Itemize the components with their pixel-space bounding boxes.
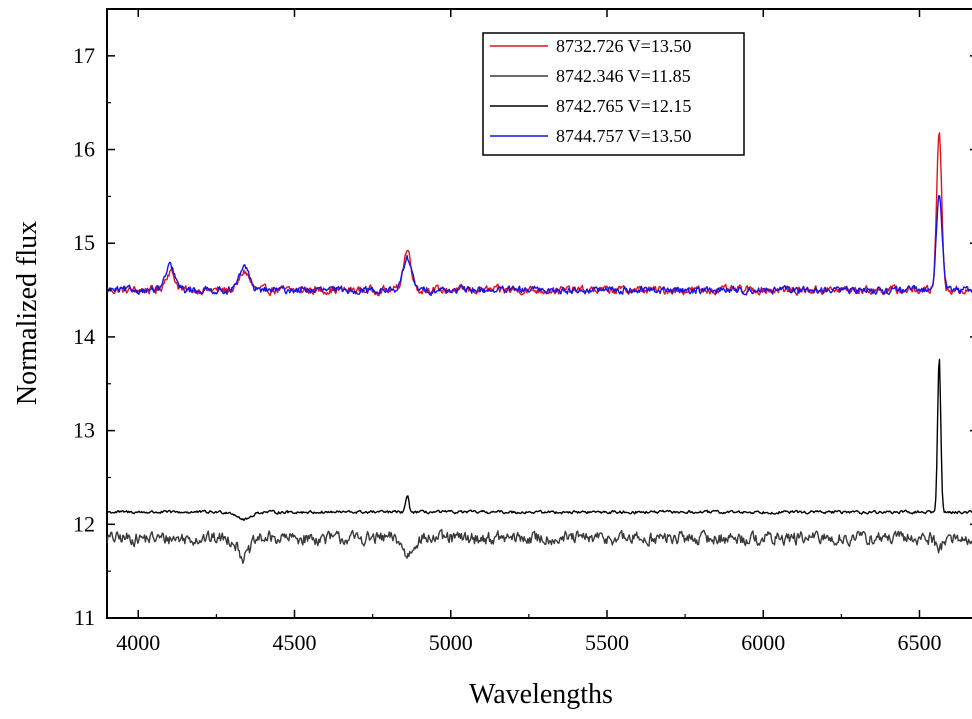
y-tick-label: 16: [73, 137, 95, 162]
series-line: [107, 132, 972, 297]
legend: 8732.726 V=13.50 8742.346 V=11.85 8742.765…: [482, 32, 745, 156]
y-axis-title: Normalized flux: [12, 221, 43, 405]
series-line: [107, 194, 972, 296]
legend-label: 8744.757 V=13.50: [556, 126, 691, 146]
y-tick-label: 14: [73, 324, 95, 349]
plot-frame: [106, 8, 972, 619]
y-tick-label: 15: [73, 230, 95, 255]
y-tick-label: 17: [73, 43, 95, 68]
legend-label: 8732.726 V=13.50: [556, 36, 691, 56]
series-line: [107, 358, 972, 521]
y-tick-label: 13: [73, 418, 95, 443]
y-tick-label: 11: [74, 605, 95, 630]
x-tick-label: 6000: [741, 630, 785, 655]
x-tick-label: 6500: [898, 630, 942, 655]
x-tick-label: 5000: [429, 630, 473, 655]
x-axis-title: Wavelengths: [469, 679, 613, 710]
y-tick-label: 12: [73, 511, 95, 536]
x-axis: 4000 4500 5000 5500 6000 6500: [116, 9, 942, 655]
legend-box: [482, 32, 745, 156]
y-axis: 11 12 13 14 15 16 17: [73, 43, 972, 630]
x-tick-label: 4000: [116, 630, 160, 655]
legend-label: 8742.765 V=12.15: [556, 96, 691, 116]
series-layer: [107, 132, 972, 564]
x-tick-label: 5500: [585, 630, 629, 655]
x-tick-label: 4500: [273, 630, 317, 655]
legend-label: 8742.346 V=11.85: [556, 66, 691, 86]
series-line: [107, 528, 972, 564]
